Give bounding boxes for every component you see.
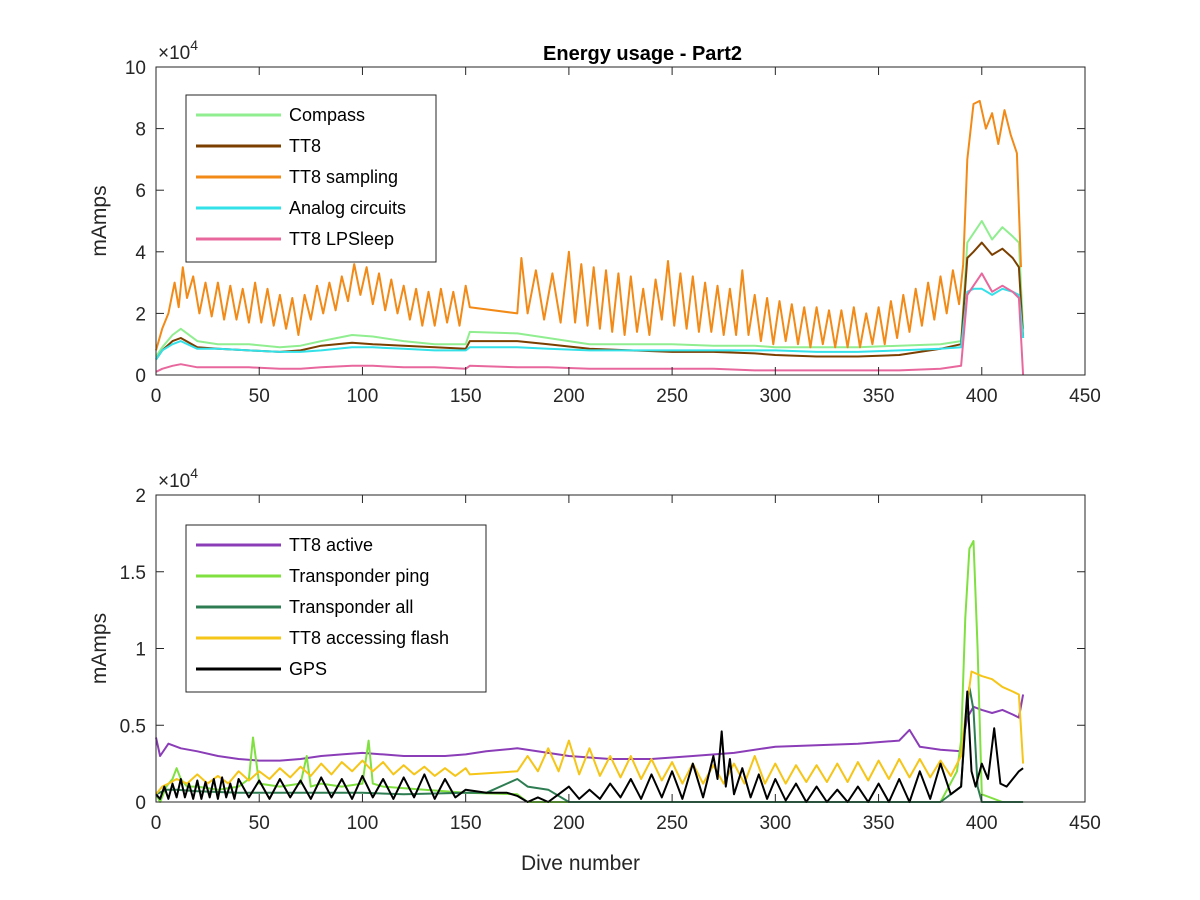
x-tick-label: 0 [151, 386, 162, 407]
y-tick-label: 1.5 [120, 563, 146, 584]
x-tick-label: 200 [553, 386, 585, 407]
y-tick-label: 0 [135, 366, 146, 387]
legend-label-tt8-active: TT8 active [289, 535, 373, 555]
y-tick-label: 2 [135, 304, 146, 325]
top-legend: Compass TT8 TT8 sampling Analog circuits TT8… [185, 94, 437, 263]
legend-label-gps: GPS [289, 659, 327, 679]
series-line-gps [155, 690, 1024, 803]
x-tick-label: 300 [759, 386, 791, 407]
bottom-axis-ticks: 0 50 100 150 200 250 300 350 400 450 0 0.5 1 1.5 2 [120, 486, 1101, 834]
x-tick-label: 400 [966, 813, 998, 834]
series-line-transponder-all [155, 685, 1024, 803]
bottom-legend: TT8 active Transponder ping Transponder al… [185, 524, 487, 693]
series-line-tt8-accessing-flash [155, 670, 1025, 795]
bottom-y-multiplier-exponent: 4 [190, 465, 198, 481]
x-tick-label: 100 [347, 813, 379, 834]
x-tick-label: 150 [450, 386, 482, 407]
bottom-series-lines [155, 540, 1025, 803]
top-series-lines [155, 99, 1025, 376]
x-tick-label: 250 [656, 813, 688, 834]
top-subplot: 0 50 100 150 200 250 300 350 400 450 0 2 4 6 8 10 Energ… [88, 37, 1101, 407]
bottom-x-axis-label: Dive number [521, 852, 640, 875]
top-axes-frame [155, 66, 1086, 376]
bottom-y-multiplier: ×104 [158, 465, 198, 492]
legend-label-transponder-all: Transponder all [289, 597, 413, 617]
top-y-axis-label: mAmps [88, 185, 111, 256]
legend-label-tt8-accessing-flash: TT8 accessing flash [289, 628, 449, 648]
bottom-y-multiplier-base: ×10 [158, 471, 190, 492]
x-tick-label: 50 [249, 386, 270, 407]
x-tick-label: 350 [863, 386, 895, 407]
y-tick-label: 4 [135, 243, 146, 264]
legend-label-transponder-ping: Transponder ping [289, 566, 429, 586]
legend-label-compass: Compass [289, 105, 365, 125]
bottom-y-axis-label: mAmps [88, 613, 111, 684]
top-axis-ticks: 0 50 100 150 200 250 300 350 400 450 0 2 4 6 8 10 [125, 58, 1101, 407]
x-tick-label: 450 [1069, 386, 1101, 407]
x-tick-label: 300 [759, 813, 791, 834]
x-tick-label: 400 [966, 386, 998, 407]
x-tick-label: 350 [863, 813, 895, 834]
y-tick-label: 2 [135, 486, 146, 507]
legend-label-tt8: TT8 [289, 136, 321, 156]
y-tick-label: 10 [125, 58, 146, 79]
legend-label-analog-circuits: Analog circuits [289, 198, 406, 218]
legend-label-tt8-lpsleep: TT8 LPSleep [289, 229, 394, 249]
series-line-analog-circuits [155, 287, 1025, 361]
x-tick-label: 200 [553, 813, 585, 834]
x-tick-label: 150 [450, 813, 482, 834]
y-tick-label: 0 [135, 793, 146, 814]
top-y-multiplier-base: ×10 [158, 43, 190, 64]
series-line-compass [155, 220, 1025, 358]
x-tick-label: 100 [347, 386, 379, 407]
y-tick-label: 0.5 [120, 716, 146, 737]
top-y-multiplier-exponent: 4 [190, 37, 198, 53]
y-tick-label: 1 [135, 640, 146, 661]
y-tick-label: 8 [135, 120, 146, 141]
series-line-tt8-sampling [155, 99, 1022, 351]
x-tick-label: 450 [1069, 813, 1101, 834]
top-y-multiplier: ×104 [158, 37, 198, 64]
legend-label-tt8-sampling: TT8 sampling [289, 167, 398, 187]
series-line-tt8-lpsleep [155, 272, 1025, 376]
chart-title: Energy usage - Part2 [543, 43, 742, 65]
x-tick-label: 250 [656, 386, 688, 407]
bottom-subplot: 0 50 100 150 200 250 300 350 400 450 0 0.5 1 1.5 2 mAm… [88, 465, 1101, 875]
x-tick-label: 50 [249, 813, 270, 834]
series-line-tt8-active [155, 694, 1025, 762]
x-tick-label: 0 [151, 813, 162, 834]
y-tick-label: 6 [135, 181, 146, 202]
